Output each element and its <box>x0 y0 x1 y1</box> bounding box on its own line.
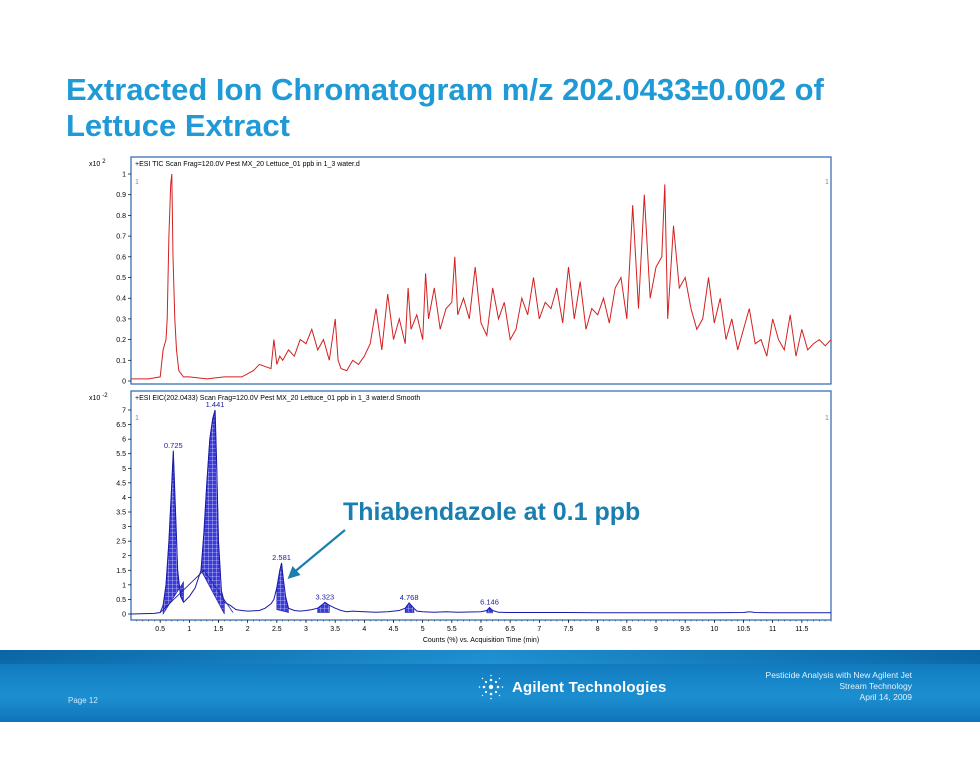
y-multiplier: x10 -2 <box>89 393 108 402</box>
slide-title: Extracted Ion Chromatogram m/z 202.0433±… <box>66 72 824 143</box>
x-tick-label: 10.5 <box>737 626 751 633</box>
y-tick-label: 0.3 <box>116 316 126 323</box>
x-tick-label: 6.5 <box>505 626 515 633</box>
y-tick-label: 1 <box>122 172 126 179</box>
x-tick-label: 3 <box>304 626 308 633</box>
corner-label-right: 1 <box>825 415 829 422</box>
peak-label: 3.323 <box>315 592 334 601</box>
page-number: Page 12 <box>68 696 98 705</box>
chart-panel-1: +ESI TIC Scan Frag=120.0V Pest MX_20 Let… <box>89 156 832 386</box>
corner-label-left: 1 <box>135 179 139 186</box>
footer-line-1: Pesticide Analysis with New Agilent Jet <box>765 670 912 680</box>
y-multiplier: x10 2 <box>89 159 106 168</box>
footer-line-3: April 14, 2009 <box>859 692 912 702</box>
x-tick-label: 9.5 <box>680 626 690 633</box>
x-tick-label: 2.5 <box>272 626 282 633</box>
chart-panel-2: +ESI EIC(202.0433) Scan Frag=120.0V Pest… <box>89 390 832 644</box>
annotation-arrow-head <box>287 566 301 580</box>
plot-frame <box>130 156 832 385</box>
y-tick-label: 0.9 <box>116 192 126 199</box>
y-tick-label: 7 <box>122 408 126 415</box>
y-tick-label: 0.5 <box>116 275 126 282</box>
x-tick-label: 8.5 <box>622 626 632 633</box>
y-tick-label: 0.6 <box>116 254 126 261</box>
corner-label-left: 1 <box>135 415 139 422</box>
y-tick-label: 2 <box>122 553 126 560</box>
y-tick-label: 0 <box>122 379 126 386</box>
y-tick-label: 0.7 <box>116 234 126 241</box>
plot-frame <box>130 390 832 621</box>
x-tick-label: 9 <box>654 626 658 633</box>
x-tick-label: 11.5 <box>795 626 808 633</box>
x-tick-label: 0.5 <box>155 626 165 633</box>
y-tick-label: 5.5 <box>116 451 126 458</box>
y-tick-label: 6 <box>122 437 126 444</box>
y-tick-label: 4 <box>122 495 126 502</box>
slide-footer: Page 12 Agilent Technologies Pesticide A… <box>0 650 980 722</box>
y-tick-label: 0.4 <box>116 296 126 303</box>
annotation-arrow-shaft <box>294 529 346 572</box>
x-tick-label: 7.5 <box>564 626 574 633</box>
y-tick-label: 0 <box>122 612 126 619</box>
agilent-spark-icon <box>478 674 504 700</box>
chromatogram-figure: +ESI TIC Scan Frag=120.0V Pest MX_20 Let… <box>89 156 832 644</box>
thiabendazole-annotation: Thiabendazole at 0.1 ppb <box>343 498 641 526</box>
x-tick-label: 2 <box>246 626 250 633</box>
peak-label: 4.768 <box>400 593 419 602</box>
x-tick-label: 4.5 <box>389 626 399 633</box>
peak-label: 1.441 <box>206 400 225 409</box>
peak-label: 6.146 <box>480 598 499 607</box>
logo-text: Agilent Technologies <box>512 678 667 696</box>
x-tick-label: 5.5 <box>447 626 457 633</box>
chart-header: +ESI TIC Scan Frag=120.0V Pest MX_20 Let… <box>135 161 360 168</box>
x-tick-label: 7 <box>537 626 541 633</box>
y-tick-label: 3 <box>122 524 126 531</box>
chart-header: +ESI EIC(202.0433) Scan Frag=120.0V Pest… <box>135 395 420 402</box>
corner-label-right: 1 <box>825 179 829 186</box>
y-tick-label: 4.5 <box>116 480 126 487</box>
x-tick-label: 1 <box>187 626 191 633</box>
x-tick-label: 8 <box>596 626 600 633</box>
x-tick-label: 6 <box>479 626 483 633</box>
y-tick-label: 0.2 <box>116 337 126 344</box>
y-tick-label: 2.5 <box>116 539 126 546</box>
x-tick-label: 10 <box>710 626 718 633</box>
x-axis-label: Counts (%) vs. Acquisition Time (min) <box>423 637 539 644</box>
x-tick-label: 11 <box>769 626 776 633</box>
x-tick-label: 3.5 <box>330 626 340 633</box>
y-tick-label: 1 <box>122 582 126 589</box>
y-tick-label: 3.5 <box>116 510 126 517</box>
y-tick-label: 0.1 <box>116 358 126 365</box>
peak-label: 2.581 <box>272 553 291 562</box>
footer-stripe <box>0 650 980 664</box>
agilent-logo: Agilent Technologies <box>478 674 667 700</box>
x-tick-label: 1.5 <box>214 626 224 633</box>
series-line <box>130 409 831 615</box>
peak-label: 0.725 <box>164 441 183 450</box>
y-tick-label: 6.5 <box>116 422 126 429</box>
x-tick-label: 5 <box>421 626 425 633</box>
y-tick-label: 5 <box>122 466 126 473</box>
series-line <box>131 173 832 380</box>
x-tick-label: 4 <box>362 626 366 633</box>
y-tick-label: 0.5 <box>116 597 126 604</box>
footer-meta: Pesticide Analysis with New Agilent Jet … <box>766 670 912 703</box>
y-tick-label: 0.8 <box>116 213 126 220</box>
y-tick-label: 1.5 <box>116 568 126 575</box>
footer-line-2: Stream Technology <box>839 681 912 691</box>
